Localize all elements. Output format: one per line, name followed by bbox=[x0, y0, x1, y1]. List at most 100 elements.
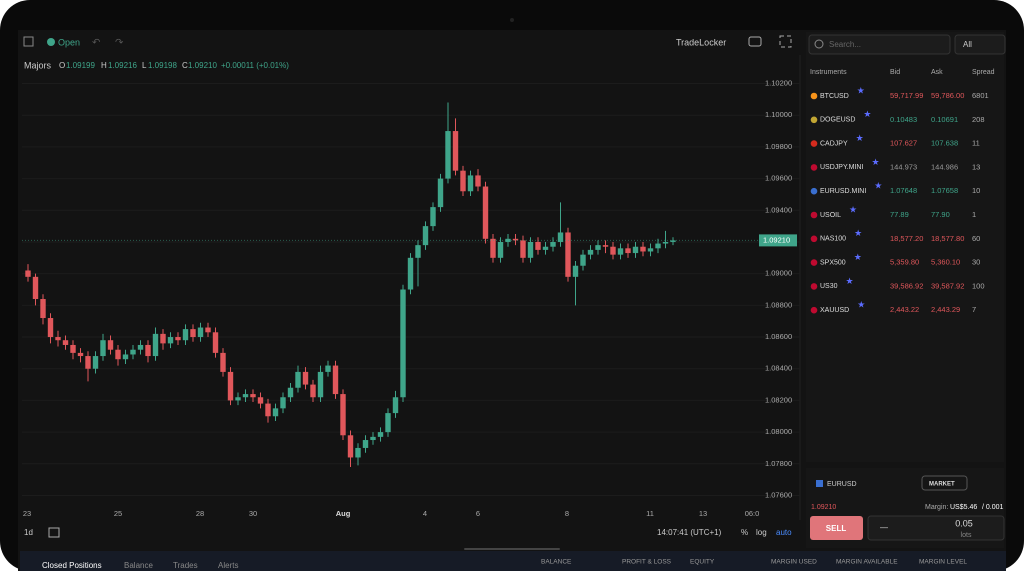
resize-handle[interactable] bbox=[464, 548, 560, 550]
bid: 59,717.99 bbox=[890, 91, 923, 100]
percent[interactable]: % bbox=[741, 528, 748, 537]
candle-body bbox=[467, 175, 474, 192]
spread: 11 bbox=[972, 139, 980, 148]
instrument-name[interactable]: NAS100 bbox=[820, 236, 846, 243]
candle-body bbox=[235, 397, 241, 401]
c-label: C bbox=[182, 61, 188, 70]
calendar-icon[interactable] bbox=[48, 527, 60, 538]
redo[interactable]: ↷ bbox=[115, 38, 124, 49]
x-tick-label: 23 bbox=[23, 509, 31, 518]
stat-label: BALANCE bbox=[541, 559, 572, 566]
x-tick-label: 30 bbox=[249, 509, 257, 518]
instrument-name[interactable]: XAUUSD bbox=[820, 307, 849, 314]
candle-body bbox=[77, 352, 84, 357]
candle-body bbox=[85, 356, 91, 369]
favorite-star[interactable]: ★ bbox=[857, 300, 865, 310]
favorite-star[interactable]: ★ bbox=[871, 157, 879, 167]
instrument-name[interactable]: EURUSD.MINI bbox=[820, 188, 866, 195]
margin-label: Margin: bbox=[925, 504, 948, 511]
instrument-name[interactable]: USOIL bbox=[820, 212, 841, 219]
x-tick-label: 25 bbox=[114, 509, 122, 518]
favorite-star[interactable]: ★ bbox=[849, 204, 857, 214]
minus[interactable]: — bbox=[880, 523, 888, 532]
favorite-star[interactable]: ★ bbox=[863, 109, 871, 119]
status[interactable]: Open bbox=[58, 37, 80, 47]
favorite-star[interactable]: ★ bbox=[854, 252, 862, 262]
broker[interactable]: TradeLocker bbox=[676, 37, 726, 47]
grid-icon[interactable] bbox=[23, 36, 34, 47]
column-header: Ask bbox=[931, 69, 943, 76]
instrument-name[interactable]: USDJPY.MINI bbox=[820, 164, 863, 171]
candle-body bbox=[130, 349, 136, 355]
camera bbox=[510, 18, 514, 22]
candle-body bbox=[212, 332, 219, 353]
sell-button[interactable] bbox=[810, 516, 863, 540]
candle-body bbox=[557, 232, 564, 242]
favorite-star[interactable]: ★ bbox=[856, 133, 864, 143]
candle-body bbox=[47, 318, 54, 338]
instrument-name[interactable]: SPX500 bbox=[820, 259, 846, 266]
bottom-tab[interactable]: Closed Positions bbox=[42, 561, 102, 570]
candle-body bbox=[287, 387, 294, 398]
favorite-star[interactable]: ★ bbox=[846, 276, 854, 286]
o-label: O bbox=[59, 61, 65, 70]
undo[interactable]: ↶ bbox=[92, 38, 100, 49]
candle-body bbox=[115, 349, 121, 360]
candle-body bbox=[437, 178, 444, 208]
order-type[interactable]: MARKET bbox=[929, 482, 955, 488]
candle-body bbox=[347, 435, 354, 458]
ask: 144.986 bbox=[931, 162, 958, 171]
candle-body bbox=[640, 246, 646, 252]
column-header: Spread bbox=[972, 69, 995, 76]
log[interactable]: log bbox=[756, 528, 767, 537]
instrument-icon bbox=[810, 211, 818, 219]
candle-body bbox=[587, 249, 594, 255]
y-tick-label: 1.09800 bbox=[765, 142, 792, 151]
candle-body bbox=[550, 241, 556, 247]
candle-body bbox=[445, 131, 451, 179]
auto[interactable]: auto bbox=[776, 528, 792, 537]
favorite-star[interactable]: ★ bbox=[874, 181, 882, 191]
candle-body bbox=[197, 327, 204, 338]
instrument-name[interactable]: CADJPY bbox=[820, 140, 848, 147]
candle-body bbox=[302, 371, 309, 385]
y-tick-label: 1.08800 bbox=[765, 300, 792, 309]
search-box[interactable] bbox=[808, 34, 951, 55]
candle-body bbox=[325, 365, 331, 372]
ask: 39,587.92 bbox=[931, 281, 964, 290]
spread: 60 bbox=[972, 234, 980, 243]
bottom-tab[interactable]: Balance bbox=[124, 561, 153, 570]
favorite-star[interactable]: ★ bbox=[857, 85, 865, 95]
interval[interactable]: 1d bbox=[24, 528, 33, 537]
bottom-tab[interactable]: Trades bbox=[173, 561, 198, 570]
instrument-name[interactable]: BTCUSD bbox=[820, 93, 849, 100]
candle-body bbox=[152, 333, 159, 357]
chart-footer: 1d 14:07:41 (UTC+1) % log auto bbox=[24, 527, 792, 538]
instrument-icon bbox=[810, 259, 818, 266]
x-tick-label: 8 bbox=[565, 509, 569, 518]
x-tick-label: 28 bbox=[196, 509, 204, 518]
instrument-icon bbox=[810, 187, 818, 195]
o: 1.09199 bbox=[66, 61, 95, 70]
candle-body bbox=[490, 238, 496, 258]
instrument-name[interactable]: US30 bbox=[820, 283, 838, 290]
ask: 77.90 bbox=[931, 210, 950, 219]
candle-body bbox=[257, 397, 264, 404]
fullscreen-icon[interactable] bbox=[779, 35, 792, 48]
instrument-name[interactable]: DOGEUSD bbox=[820, 117, 855, 124]
lots: lots bbox=[961, 532, 972, 539]
lots-box[interactable] bbox=[867, 515, 1005, 541]
filter[interactable]: All bbox=[963, 40, 972, 49]
type-button[interactable] bbox=[921, 475, 968, 491]
screenshot-icon[interactable] bbox=[748, 36, 762, 47]
filter-box[interactable] bbox=[954, 34, 1006, 55]
ask: 1.07658 bbox=[931, 186, 958, 195]
candle-body bbox=[670, 240, 676, 242]
bottom-tab[interactable]: Alerts bbox=[218, 561, 238, 570]
clock: 14:07:41 (UTC+1) bbox=[657, 528, 722, 537]
lots-value[interactable]: 0.05 bbox=[955, 518, 973, 528]
search[interactable]: Search... bbox=[829, 40, 861, 49]
sell[interactable]: SELL bbox=[826, 524, 847, 533]
favorite-star[interactable]: ★ bbox=[854, 228, 862, 238]
x-tick-label: 6 bbox=[476, 509, 480, 518]
